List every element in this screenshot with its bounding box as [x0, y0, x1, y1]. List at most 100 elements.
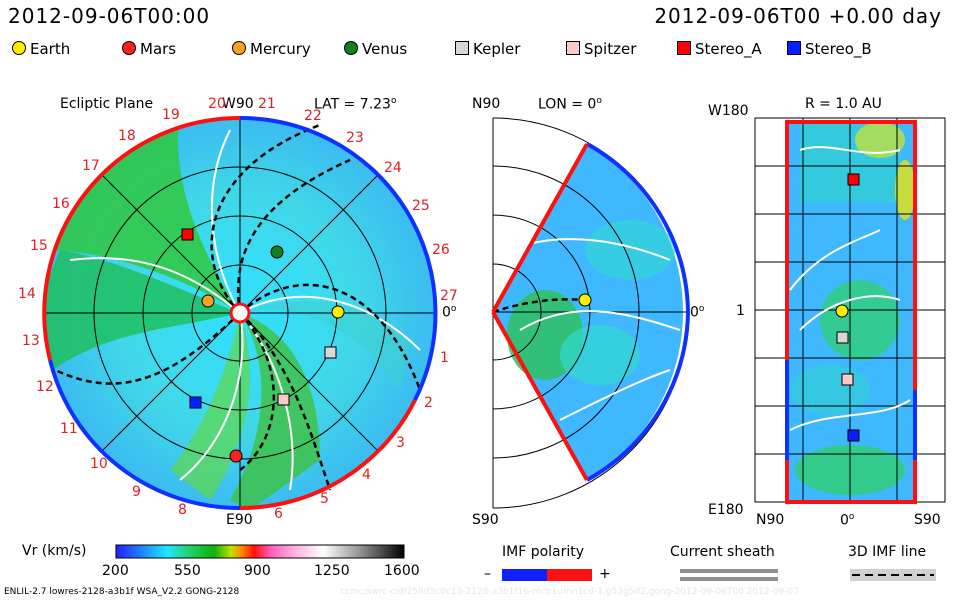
imf-negative-swatch: [502, 569, 547, 581]
legend-kepler: Kepler: [455, 40, 520, 58]
current-sheath-title: Current sheath: [670, 544, 775, 560]
imf-plus: +: [599, 566, 611, 582]
ecliptic-bottom-label: E90: [226, 512, 253, 528]
kepler-marker-radial: [836, 331, 849, 344]
carrington-16: 16: [52, 196, 70, 212]
legend-label: Earth: [30, 40, 71, 58]
legend-label: Stereo_B: [805, 40, 872, 58]
current-sheath-swatch: [680, 569, 778, 573]
legend-label: Venus: [362, 40, 408, 58]
mars-marker-icon: [122, 41, 136, 55]
colorbar-tick-200: 200: [102, 563, 129, 579]
legend-label: Mercury: [250, 40, 311, 58]
meridional-top-label: N90: [472, 96, 501, 112]
carrington-26: 26: [432, 242, 450, 258]
colorbar-tick-1600: 1600: [384, 563, 420, 579]
radial-panel: [754, 117, 946, 504]
imf-positive-swatch: [547, 569, 592, 581]
mercury-marker-icon: [232, 41, 246, 55]
carrington-20: 20: [208, 96, 226, 112]
radial-title: R = 1.0 AU: [805, 96, 882, 112]
ecliptic-lat-label: LAT = 7.23o: [314, 96, 396, 113]
stereo-a-marker-radial: [847, 173, 860, 186]
lat-value: LAT = 7.23: [314, 96, 391, 113]
carrington-4: 4: [362, 467, 371, 483]
carrington-22: 22: [304, 108, 322, 124]
legend-earth: Earth: [12, 40, 70, 58]
carrington-6: 6: [274, 506, 283, 522]
colorbar-label: Vr (km/s): [22, 543, 87, 559]
radial-contours: [789, 146, 911, 431]
imf-minus: –: [484, 566, 491, 582]
ecliptic-plane-panel: [42, 115, 438, 511]
legend-stereo-a: Stereo_A: [677, 40, 762, 58]
zero-label: 0: [840, 512, 849, 529]
velocity-colorbar: [115, 544, 405, 559]
zero-label: 0: [690, 304, 699, 321]
carrington-5: 5: [320, 491, 329, 507]
carrington-11: 11: [60, 421, 78, 437]
stereo-a-marker: [181, 228, 194, 241]
legend-label: Stereo_A: [695, 40, 762, 58]
meridional-bottom-label: S90: [472, 512, 499, 528]
colorbar-tick-1250: 1250: [314, 563, 350, 579]
sun-icon: [229, 302, 251, 324]
radial-x-mid: 0o: [840, 512, 854, 529]
legend-mercury: Mercury: [232, 40, 311, 58]
ecliptic-title: Ecliptic Plane: [60, 96, 154, 112]
datetime-right: 2012-09-06T00 +0.00 day: [654, 4, 942, 28]
radial-x-right: S90: [914, 512, 941, 528]
legend-stereo-b: Stereo_B: [787, 40, 872, 58]
polarity-arc-negative: [239, 115, 438, 401]
carrington-17: 17: [82, 158, 100, 174]
earth-marker-radial: [835, 304, 849, 318]
radial-x-left: N90: [756, 512, 785, 528]
stereo-b-marker-icon: [787, 41, 801, 55]
spitzer-marker-radial: [841, 373, 854, 386]
colorbar-tick-900: 900: [244, 563, 271, 579]
polarity-arc-negative-2: [48, 359, 241, 511]
radial-mid-left: 1: [736, 303, 745, 319]
carrington-8: 8: [178, 502, 187, 518]
ecliptic-imf-lines: [54, 123, 422, 491]
legend-spitzer: Spitzer: [566, 40, 636, 58]
venus-marker: [270, 245, 284, 259]
carrington-12: 12: [36, 379, 54, 395]
carrington-2: 2: [424, 395, 433, 411]
meridional-lon-label: LON = 0o: [538, 96, 602, 113]
polarity-arc-positive: [239, 399, 417, 511]
carrington-9: 9: [132, 484, 141, 500]
spitzer-marker: [277, 393, 290, 406]
carrington-1: 1: [440, 350, 449, 366]
legend-label: Spitzer: [584, 40, 637, 58]
degree-mark: o: [390, 96, 397, 106]
kepler-marker-icon: [455, 41, 469, 55]
earth-marker: [331, 305, 345, 319]
datetime-left: 2012-09-06T00:00: [8, 4, 211, 28]
meridional-right-label: 0o: [690, 304, 704, 321]
polarity-arc-positive-2: [42, 115, 241, 361]
degree-mark: o: [848, 512, 855, 522]
carrington-21: 21: [258, 96, 276, 112]
carrington-27: 27: [440, 288, 458, 304]
earth-marker-meridional: [578, 293, 592, 307]
legend-venus: Venus: [344, 40, 407, 58]
meridional-imf-line: [492, 298, 586, 314]
earth-marker-icon: [12, 41, 26, 55]
degree-mark: o: [698, 304, 705, 314]
stereo-b-marker: [189, 396, 202, 409]
degree-mark: o: [596, 96, 602, 106]
mars-marker: [229, 449, 243, 463]
ecliptic-right-label: 0o: [442, 304, 456, 321]
radial-bottom-left: E180: [708, 502, 744, 518]
imf-polarity-title: IMF polarity: [502, 544, 585, 560]
carrington-10: 10: [90, 456, 108, 472]
watermark: ccmc/swrc-cid/258d3c0c13-2128-a3b1f16-mc…: [340, 587, 799, 597]
carrington-24: 24: [384, 160, 402, 176]
meridional-panel: [491, 117, 690, 509]
zero-label: 0: [442, 304, 451, 321]
ecliptic-top-label: W90: [222, 96, 254, 112]
carrington-14: 14: [18, 286, 36, 302]
model-info: ENLIL-2.7 lowres-2128-a3b1f WSA_V2.2 GON…: [4, 587, 240, 597]
